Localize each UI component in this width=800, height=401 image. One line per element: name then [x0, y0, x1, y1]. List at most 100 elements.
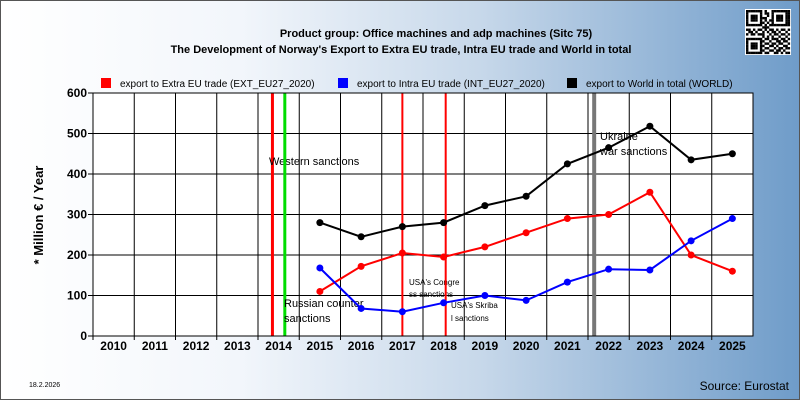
qr-module [780, 19, 784, 22]
qr-module [776, 49, 779, 52]
qr-module [764, 12, 767, 15]
qr-module [787, 42, 791, 45]
data-point [687, 237, 695, 245]
data-point [316, 219, 324, 227]
qr-module [746, 37, 749, 41]
x-tick-label: 2021 [554, 339, 581, 353]
x-tick-label: 2016 [348, 339, 375, 353]
qr-module [752, 10, 756, 13]
data-point [728, 215, 736, 223]
qr-module [759, 37, 763, 41]
chart-title: Product group: Office machines and adp m… [280, 28, 593, 40]
qr-module [780, 14, 784, 18]
qr-module [785, 16, 788, 20]
qr-module [764, 42, 767, 45]
legend-swatch [567, 78, 577, 88]
qr-module [752, 44, 756, 48]
y-tick-label: 300 [67, 208, 87, 222]
qr-module [759, 16, 763, 20]
x-tick-label: 2018 [430, 339, 457, 353]
qr-module [759, 40, 763, 43]
data-point [398, 223, 406, 231]
qr-module [771, 42, 774, 45]
x-tick-label: 2025 [719, 339, 746, 353]
qr-module [783, 33, 786, 36]
qr-module [787, 10, 791, 13]
qr-module [787, 51, 791, 55]
qr-module [759, 28, 763, 31]
qr-module [783, 37, 786, 41]
qr-module [773, 23, 777, 27]
event-label: USA's Congre ss sanctions [409, 278, 460, 299]
x-tick-label: 2011 [142, 339, 168, 353]
qr-module [769, 49, 772, 52]
qr-module [757, 51, 760, 55]
qr-module [766, 37, 770, 41]
qr-module [787, 19, 791, 22]
data-point [646, 188, 654, 196]
legend: export to Extra EU trade (EXT_EU27_2020)… [101, 78, 733, 90]
qr-module [778, 19, 781, 22]
qr-module [755, 42, 758, 45]
qr-module [778, 49, 781, 52]
y-tick-label: 0 [80, 329, 87, 343]
qr-module [780, 51, 784, 55]
y-tick-label: 500 [67, 127, 87, 141]
qr-module [783, 44, 786, 48]
qr-module [759, 51, 763, 55]
qr-module [752, 19, 756, 22]
qr-module [759, 49, 763, 52]
x-axis: 2010 2011 2012 2013 2014 2015 2016 2017 2018 2019… [92, 336, 746, 353]
qr-module [785, 51, 788, 55]
data-point [728, 150, 736, 158]
y-tick-label: 600 [67, 86, 87, 100]
legend-swatch [101, 78, 111, 88]
x-tick-label: 2012 [183, 339, 210, 353]
qr-module [762, 44, 765, 48]
qr-module [755, 37, 758, 41]
qr-module [766, 14, 770, 18]
qr-module [778, 30, 781, 34]
qr-module [748, 37, 751, 41]
qr-module [764, 19, 767, 22]
qr-module [755, 10, 758, 13]
qr-module [773, 42, 777, 45]
qr-module [748, 51, 751, 55]
qr-module [773, 30, 777, 34]
qr-module [746, 49, 749, 52]
qr-module [787, 21, 791, 24]
qr-module [783, 49, 786, 52]
qr-module [757, 23, 760, 27]
qr-module [750, 33, 754, 36]
qr-module [776, 40, 779, 43]
qr-module [776, 19, 779, 22]
qr-module [778, 42, 781, 45]
qr-module [746, 40, 749, 43]
qr-module [778, 14, 781, 18]
data-point [687, 156, 695, 164]
qr-module [746, 19, 749, 22]
x-tick-label: 2022 [595, 339, 622, 353]
qr-module [762, 16, 765, 20]
data-point [728, 267, 736, 275]
qr-module [773, 51, 777, 55]
qr-module [757, 28, 760, 31]
x-tick-label: 2015 [307, 339, 334, 353]
qr-module [787, 47, 791, 50]
qr-module [759, 19, 763, 22]
qr-module [750, 47, 754, 50]
qr-code [745, 9, 791, 55]
qr-module [771, 28, 774, 31]
qr-module [766, 12, 770, 15]
qr-module [771, 49, 774, 52]
qr-module [785, 35, 788, 38]
qr-module [755, 44, 758, 48]
data-point [440, 219, 448, 227]
qr-module [750, 19, 754, 22]
qr-module [766, 21, 770, 24]
qr-module [752, 47, 756, 50]
qr-module [778, 35, 781, 38]
qr-module [787, 33, 791, 36]
qr-module [787, 12, 791, 15]
